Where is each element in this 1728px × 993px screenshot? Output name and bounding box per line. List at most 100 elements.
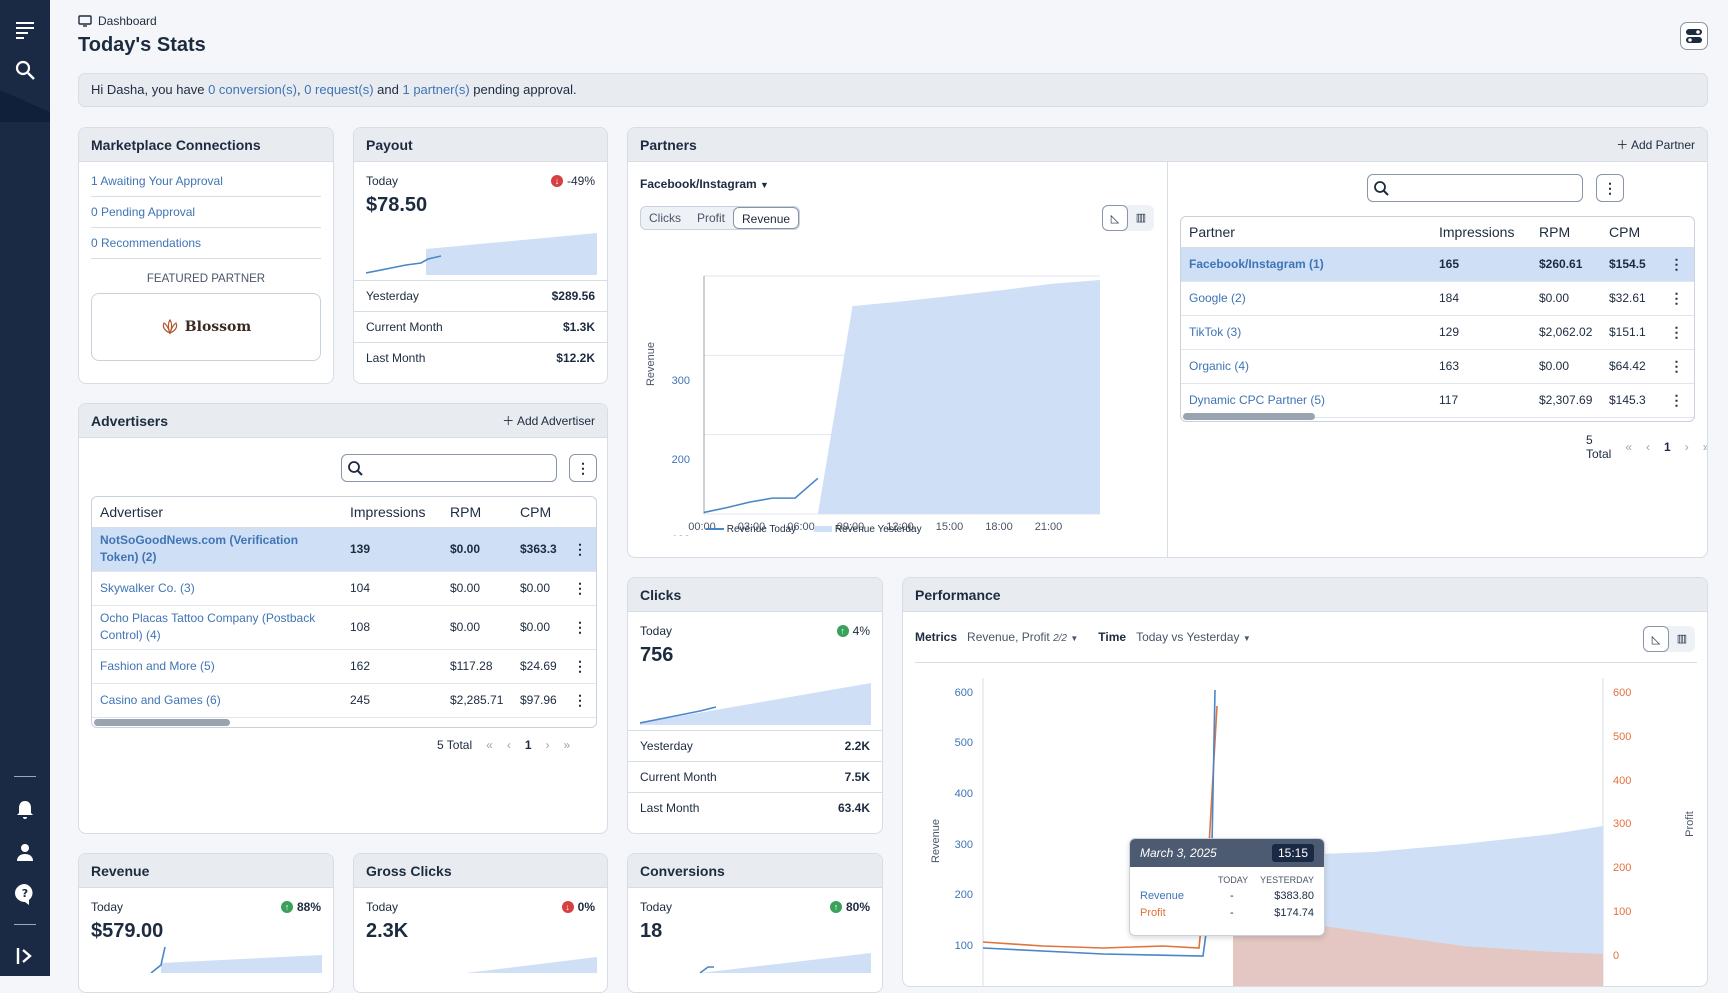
arrow-down-icon: ↓	[550, 175, 563, 187]
area-chart-icon[interactable]: ◺	[1102, 205, 1128, 231]
tab-clicks[interactable]: Clicks	[649, 211, 681, 225]
column-header[interactable]: Partner	[1181, 217, 1431, 248]
legend-item-today[interactable]: Revenue Today	[706, 524, 796, 535]
column-header[interactable]: CPM	[1601, 217, 1657, 248]
add-advertiser-button[interactable]: ＋ Add Advertiser	[502, 414, 595, 428]
legend-item-yesterday[interactable]: Revenue Yesterday	[814, 524, 922, 535]
y-axis-label-left: Revenue	[930, 819, 942, 863]
advertiser-name[interactable]: Casino and Games (6)	[92, 683, 342, 718]
advertiser-search-input[interactable]	[341, 454, 557, 482]
first-page-icon[interactable]: «	[1625, 440, 1633, 454]
advertiser-name[interactable]: Fashion and More (5)	[92, 649, 342, 684]
table-row[interactable]: TikTok (3) 129 $2,062.02 $151.1 ⋮	[1181, 315, 1694, 350]
advertisers-card: Advertisers ＋ Add Advertiser ⋮ Advertiser…	[78, 403, 608, 834]
card-title: Partners	[640, 136, 697, 153]
advertiser-name[interactable]: Ocho Placas Tattoo Company (Postback Con…	[92, 605, 342, 650]
breadcrumb[interactable]: Dashboard	[78, 14, 157, 28]
table-row[interactable]: Organic (4) 163 $0.00 $64.42 ⋮	[1181, 349, 1694, 384]
performance-card: Performance Metrics Revenue, Profit 2/2 …	[902, 577, 1708, 987]
first-page-icon[interactable]: «	[486, 738, 493, 752]
partner-name[interactable]: Facebook/Instagram (1)	[1181, 247, 1431, 282]
add-partner-button[interactable]: ＋ Add Partner	[1616, 138, 1695, 152]
cell: $2,062.02	[1531, 315, 1601, 350]
row-menu-button[interactable]: ⋮	[1657, 281, 1694, 316]
partner-search-input[interactable]	[1367, 174, 1583, 202]
row-menu-button[interactable]: ⋮	[1657, 315, 1694, 350]
y-tick: 300	[672, 375, 690, 387]
bar-chart-icon[interactable]: ▥	[1676, 633, 1688, 645]
revenue-card: Revenue Today ↑ 88% $579.00	[78, 853, 334, 993]
tab-revenue[interactable]: Revenue	[733, 207, 800, 229]
current-page[interactable]: 1	[1664, 440, 1671, 454]
last-page-icon[interactable]: »	[563, 738, 571, 752]
pending-approval-link[interactable]: 0 Pending Approval	[91, 197, 321, 228]
column-header[interactable]: RPM	[442, 497, 512, 528]
column-header[interactable]: Impressions	[1431, 217, 1531, 248]
table-row[interactable]: Dynamic CPC Partner (5) 117 $2,307.69 $145.…	[1181, 383, 1694, 418]
horizontal-scrollbar[interactable]	[94, 719, 230, 726]
recommendations-link[interactable]: 0 Recommendations	[91, 228, 321, 259]
partner-source-select[interactable]: Facebook/Instagram ▼	[640, 177, 769, 191]
current-page[interactable]: 1	[524, 738, 532, 752]
row-menu-button[interactable]: ⋮	[1657, 349, 1694, 384]
time-select[interactable]: Today vs Yesterday ▼	[1136, 630, 1251, 644]
partners-menu-button[interactable]: ⋮	[1596, 174, 1624, 202]
table-row[interactable]: Casino and Games (6) 245 $2,285.71 $97.96 ⋮	[92, 683, 596, 718]
column-header[interactable]: Impressions	[342, 497, 442, 528]
table-row[interactable]: Fashion and More (5) 162 $117.28 $24.69 ⋮	[92, 649, 596, 684]
table-row[interactable]: Google (2) 184 $0.00 $32.61 ⋮	[1181, 281, 1694, 316]
cell: $0.00	[442, 605, 512, 650]
search-icon[interactable]	[13, 58, 37, 82]
horizontal-scrollbar[interactable]	[1183, 413, 1315, 420]
bar-chart-icon[interactable]: ▥	[1135, 212, 1147, 224]
y-tick: 100	[955, 940, 973, 952]
tab-profit[interactable]: Profit	[697, 211, 726, 225]
row-menu-button[interactable]: ⋮	[1657, 247, 1694, 282]
table-row[interactable]: Ocho Placas Tattoo Company (Postback Con…	[92, 605, 596, 650]
row-menu-button[interactable]: ⋮	[562, 605, 596, 650]
column-header[interactable]: CPM	[512, 497, 562, 528]
next-page-icon[interactable]: ›	[1684, 440, 1689, 454]
prev-page-icon[interactable]: ‹	[506, 738, 511, 752]
expand-sidebar-icon[interactable]	[13, 944, 37, 968]
column-header[interactable]: RPM	[1531, 217, 1601, 248]
row-menu-button[interactable]: ⋮	[562, 571, 596, 606]
table-row[interactable]: Skywalker Co. (3) 104 $0.00 $0.00 ⋮	[92, 571, 596, 606]
table-row[interactable]: Facebook/Instagram (1) 165 $260.61 $154.5 ⋮	[1181, 247, 1694, 282]
last-page-icon[interactable]: »	[1703, 440, 1707, 454]
row-menu-button[interactable]: ⋮	[562, 683, 596, 718]
next-page-icon[interactable]: ›	[545, 738, 550, 752]
cell: $97.96	[512, 683, 562, 718]
metrics-select[interactable]: Revenue, Profit 2/2 ▼	[967, 630, 1078, 644]
advertisers-menu-button[interactable]: ⋮	[569, 454, 597, 482]
menu-icon[interactable]	[13, 18, 37, 42]
toggle-settings-button[interactable]	[1680, 22, 1708, 50]
user-icon[interactable]	[13, 840, 37, 864]
bell-icon[interactable]	[13, 798, 37, 822]
sidebar-divider	[14, 924, 36, 925]
featured-partner-card[interactable]: Blossom	[91, 293, 321, 361]
payout-sparkline	[365, 233, 597, 275]
row-menu-button[interactable]: ⋮	[1657, 383, 1694, 418]
prev-page-icon[interactable]: ‹	[1646, 440, 1651, 454]
row-menu-button[interactable]: ⋮	[562, 649, 596, 684]
requests-link[interactable]: 0 request(s)	[304, 82, 374, 97]
column-header[interactable]: Advertiser	[92, 497, 342, 528]
help-icon[interactable]: ?	[13, 882, 37, 906]
table-row[interactable]: NotSoGoodNews.com (Verification Token) (…	[92, 527, 596, 572]
awaiting-approval-link[interactable]: 1 Awaiting Your Approval	[91, 166, 321, 197]
advertiser-name[interactable]: Skywalker Co. (3)	[92, 571, 342, 606]
source-label: Facebook/Instagram	[640, 177, 757, 191]
partner-name[interactable]: Organic (4)	[1181, 349, 1431, 384]
partner-name[interactable]: TikTok (3)	[1181, 315, 1431, 350]
partner-name[interactable]: Google (2)	[1181, 281, 1431, 316]
partners-link[interactable]: 1 partner(s)	[402, 82, 470, 97]
row-value: $1.3K	[562, 320, 595, 334]
advertiser-name[interactable]: NotSoGoodNews.com (Verification Token) (…	[92, 527, 342, 572]
partner-name[interactable]: Dynamic CPC Partner (5)	[1181, 383, 1431, 418]
row-menu-button[interactable]: ⋮	[562, 527, 596, 572]
area-chart-icon[interactable]: ◺	[1643, 626, 1669, 652]
card-title: Performance	[915, 586, 1001, 603]
conversions-link[interactable]: 0 conversion(s)	[208, 82, 297, 97]
cell: 184	[1431, 281, 1531, 316]
